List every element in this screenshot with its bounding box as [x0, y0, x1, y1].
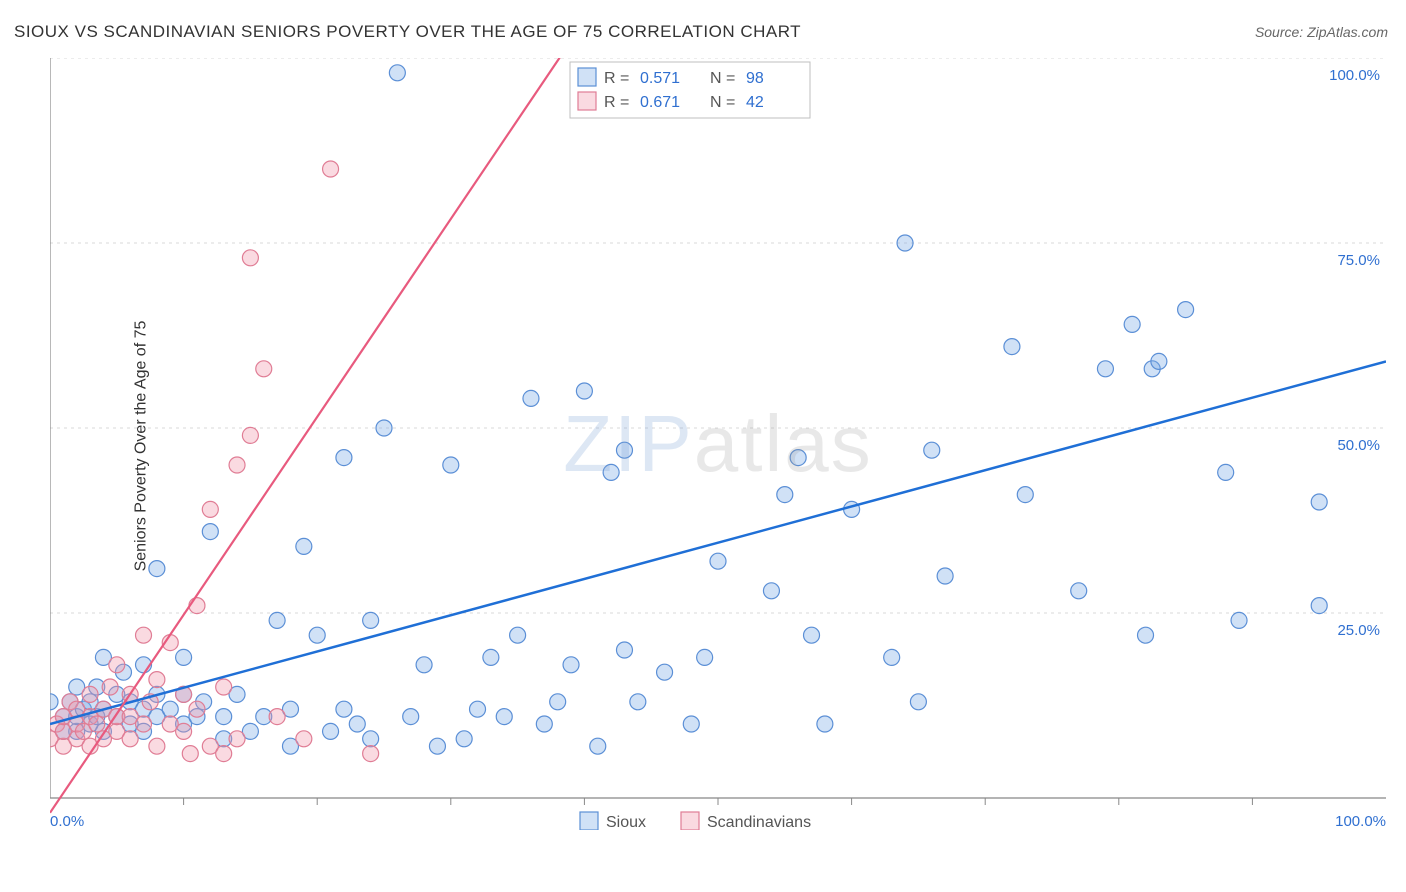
source-attribution: Source: ZipAtlas.com [1255, 24, 1388, 40]
svg-text:Sioux: Sioux [606, 814, 646, 830]
svg-text:N =: N = [710, 94, 735, 111]
chart-area: 25.0% 50.0% 75.0% 100.0% 0.0% 100.0% R = 0.571 N… [50, 58, 1386, 830]
svg-text:42: 42 [746, 94, 764, 111]
svg-text:100.0%: 100.0% [1329, 67, 1380, 84]
svg-text:50.0%: 50.0% [1337, 437, 1380, 454]
svg-text:100.0%: 100.0% [1335, 813, 1386, 830]
svg-text:R =: R = [604, 70, 629, 87]
scatter-plot: 25.0% 50.0% 75.0% 100.0% 0.0% 100.0% R = 0.571 N… [50, 58, 1386, 830]
chart-title: SIOUX VS SCANDINAVIAN SENIORS POVERTY OV… [14, 22, 801, 42]
svg-text:0.671: 0.671 [640, 94, 680, 111]
svg-text:0.0%: 0.0% [50, 813, 84, 830]
svg-text:75.0%: 75.0% [1337, 252, 1380, 269]
svg-text:R =: R = [604, 94, 629, 111]
svg-text:0.571: 0.571 [640, 70, 680, 87]
svg-text:25.0%: 25.0% [1337, 622, 1380, 639]
svg-text:Scandinavians: Scandinavians [707, 814, 811, 830]
svg-text:98: 98 [746, 70, 764, 87]
svg-text:N =: N = [710, 70, 735, 87]
